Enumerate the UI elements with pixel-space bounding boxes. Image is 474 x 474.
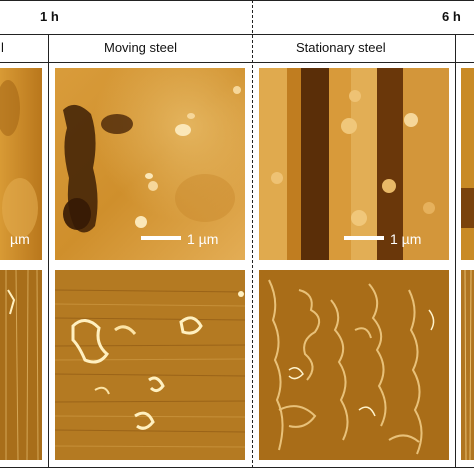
afm-phase-moving-steel	[55, 270, 245, 460]
bottom-border-line	[0, 467, 474, 468]
afm-topography-moving-steel	[55, 68, 245, 260]
scale-bar-moving	[141, 236, 181, 240]
scale-bar-label-moving: 1 µm	[187, 231, 219, 247]
scale-bar-label-stationary: 1 µm	[390, 231, 422, 247]
time-label-1h: 1 h	[40, 9, 59, 24]
grid-line-left	[48, 34, 49, 468]
afm-phase-partial-right	[461, 270, 474, 460]
grid-line-right	[455, 34, 456, 468]
column-divider-line	[0, 62, 474, 63]
afm-phase-stationary-steel	[259, 270, 449, 460]
column-label-moving-steel: Moving steel	[104, 40, 177, 55]
header-divider-line	[0, 34, 474, 35]
top-border-line	[0, 0, 474, 1]
time-separator-dashed-line	[252, 0, 253, 468]
afm-topography-partial-right	[461, 68, 474, 260]
column-label-stationary-steel: Stationary steel	[296, 40, 386, 55]
afm-topography-partial-left	[0, 68, 42, 260]
scale-bar-label-partial: µm	[10, 231, 30, 247]
afm-phase-partial-left	[0, 270, 42, 460]
column-label-partial: l	[1, 40, 4, 55]
afm-topography-stationary-steel	[259, 68, 449, 260]
scale-bar-stationary	[344, 236, 384, 240]
time-label-6h: 6 h	[442, 9, 461, 24]
